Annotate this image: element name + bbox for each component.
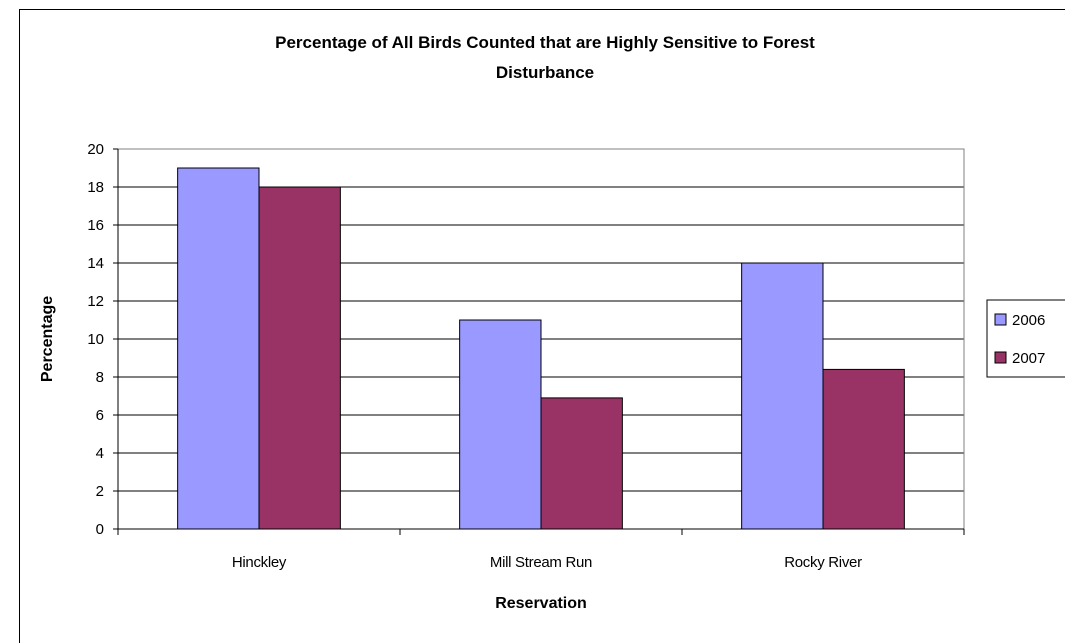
bar-2006 [177,167,260,530]
y-tick-label: 4 [96,445,104,462]
bar-2006 [459,319,542,530]
y-tick-label: 6 [96,407,104,424]
y-tick-label: 2 [96,483,104,500]
y-tick-label: 16 [87,217,104,234]
legend-swatch-2007 [994,351,1007,364]
y-tick-labels: 0 2 4 6 8 10 12 14 16 18 20 [87,141,104,538]
y-tick-label: 18 [87,179,104,196]
chart-title-line-2: Disturbance [496,63,594,82]
chart-frame [19,9,1065,643]
legend-swatch-2006 [994,313,1007,326]
bar-2006 [741,262,824,530]
y-tick-label: 12 [87,293,104,310]
y-tick-label: 8 [96,369,104,386]
x-axis-title: Reservation [495,595,587,612]
x-category-labels: Hinckley Mill Stream Run Rocky River [232,554,863,571]
x-category-label: Mill Stream Run [490,554,592,571]
x-category-label: Hinckley [232,554,287,571]
y-tick-label: 20 [87,141,104,158]
y-axis-title: Percentage [39,296,56,382]
bar-2007 [822,368,905,530]
x-category-label: Rocky River [784,554,862,571]
legend-label-2006: 2006 [1012,312,1045,329]
bars [177,167,905,530]
legend: 2006 2007 [986,299,1065,378]
axes [113,148,965,535]
chart-title-line-1: Percentage of All Birds Counted that are… [275,33,815,52]
bar-2007 [258,186,341,530]
y-tick-label: 10 [87,331,104,348]
y-tick-label: 14 [87,255,104,272]
y-tick-label: 0 [96,521,104,538]
legend-label-2007: 2007 [1012,350,1045,367]
legend-box [986,299,1065,378]
bar-2007 [540,397,623,530]
